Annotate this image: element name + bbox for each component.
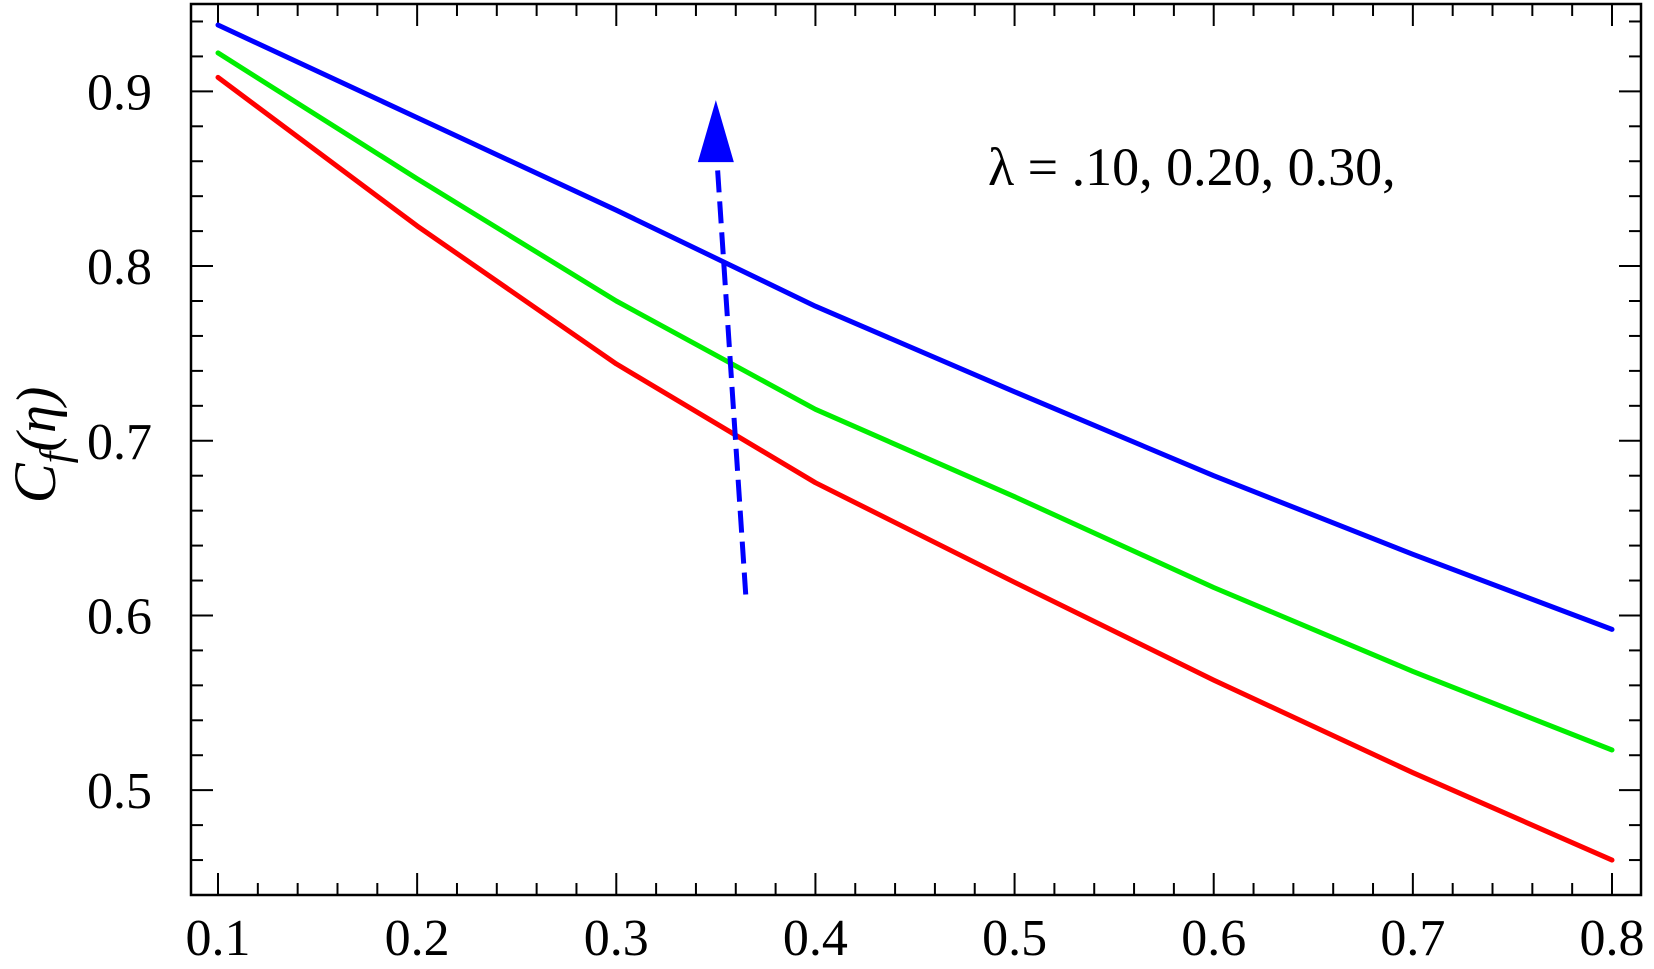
y-axis-ticks: 0.5 0.6 0.7 0.8 0.9: [87, 20, 1641, 896]
y-axis-label: Cf(η): [2, 387, 79, 504]
series-line: [215, 74, 1615, 863]
x-tick-label: 0.4: [783, 910, 848, 967]
x-tick-label: 0.8: [1580, 910, 1645, 967]
series-layer: [215, 22, 1615, 863]
y-tick-label: 0.7: [87, 414, 152, 471]
lambda-annotation: λ = .10, 0.20, 0.30,: [988, 137, 1396, 197]
x-tick-label: 0.3: [584, 910, 649, 967]
x-axis-ticks: 0.1 0.2 0.3 0.4 0.5 0.6 0.7 0.8: [186, 4, 1645, 967]
y-tick-label: 0.9: [87, 64, 152, 121]
arrow-layer: [697, 100, 749, 595]
x-tick-label: 0.2: [385, 910, 450, 967]
y-tick-label: 0.5: [87, 763, 152, 820]
series-line: [215, 50, 1615, 753]
trend-arrow-shaft: [713, 143, 749, 595]
x-tick-label: 0.6: [1181, 910, 1246, 967]
trend-arrow-head: [697, 100, 734, 163]
x-tick-label: 0.7: [1380, 910, 1445, 967]
plot-border: [189, 2, 1643, 897]
plot-frame: [189, 2, 1643, 897]
series-line: [215, 22, 1615, 632]
x-tick-label: 0.1: [186, 910, 251, 967]
y-tick-label: 0.8: [87, 239, 152, 296]
y-tick-label: 0.6: [87, 588, 152, 645]
x-tick-label: 0.5: [982, 910, 1047, 967]
